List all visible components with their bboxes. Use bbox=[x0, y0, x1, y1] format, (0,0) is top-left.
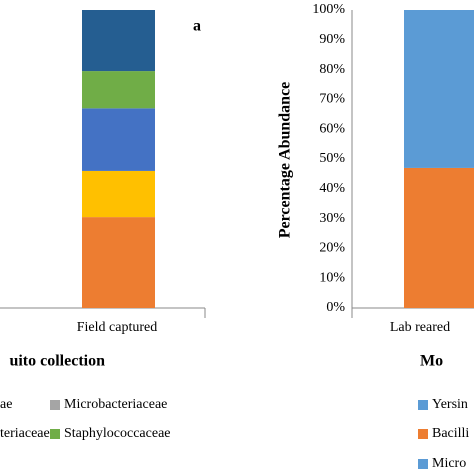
legend-label: Micro bbox=[432, 456, 466, 471]
y-tick-label: 80% bbox=[319, 62, 345, 77]
y-tick-label: 70% bbox=[319, 92, 345, 107]
y-tick-label: 50% bbox=[319, 151, 345, 166]
y-tick-label: 20% bbox=[319, 241, 345, 256]
bar-segment bbox=[82, 71, 155, 109]
y-tick-label: 40% bbox=[319, 181, 345, 196]
legend-label: Microbacteriaceae bbox=[64, 397, 167, 412]
x-tick-label: Lab reared bbox=[390, 320, 450, 335]
x-axis-title: uito collection bbox=[9, 353, 105, 370]
legend-label: ae bbox=[0, 397, 12, 412]
legend-swatch bbox=[50, 429, 60, 439]
legend-swatch bbox=[50, 400, 60, 410]
bar-segment bbox=[82, 170, 155, 218]
y-tick-label: 0% bbox=[326, 300, 345, 315]
panel-label: a bbox=[193, 18, 201, 35]
bar-segment bbox=[82, 217, 155, 308]
y-axis-title: Percentage Abundance bbox=[277, 82, 294, 239]
legend-label: Bacilli bbox=[432, 426, 469, 441]
x-axis-title: Mo bbox=[420, 353, 443, 370]
y-tick-label: 10% bbox=[319, 270, 345, 285]
x-tick-label: Field captured bbox=[77, 320, 157, 335]
y-tick-label: 100% bbox=[312, 2, 345, 17]
bar-segment bbox=[82, 108, 155, 171]
legend-swatch bbox=[418, 429, 428, 439]
y-tick-label: 30% bbox=[319, 211, 345, 226]
legend-label: Yersin bbox=[432, 397, 468, 412]
legend-label: teriaceae bbox=[0, 426, 50, 441]
legend-swatch bbox=[418, 400, 428, 410]
bar-segment bbox=[82, 10, 155, 72]
y-tick-label: 90% bbox=[319, 32, 345, 47]
legend-label: Staphylococcaceae bbox=[64, 426, 171, 441]
bar-segment bbox=[404, 167, 474, 308]
y-tick-label: 60% bbox=[319, 121, 345, 136]
legend-swatch bbox=[418, 459, 428, 469]
bar-segment bbox=[404, 10, 474, 168]
